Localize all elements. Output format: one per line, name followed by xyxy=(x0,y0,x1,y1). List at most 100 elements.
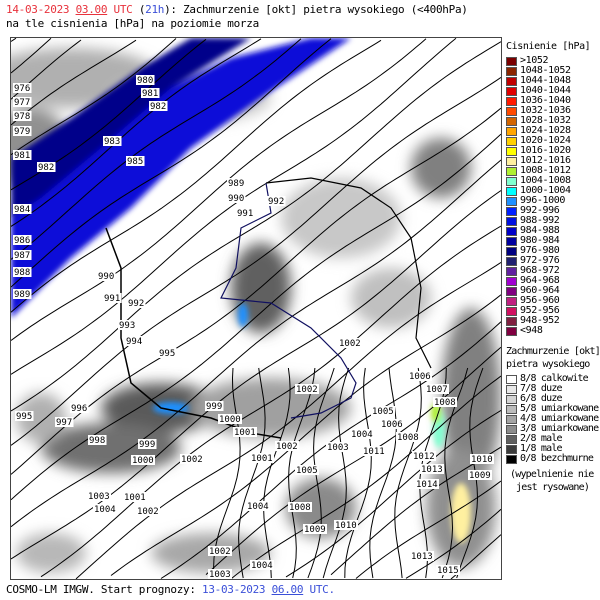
legend-label: 1008-1012 xyxy=(520,165,571,176)
isobar xyxy=(11,41,501,412)
color-swatch xyxy=(506,236,517,246)
isobar-label-bg xyxy=(233,427,257,437)
isobar-label: 995 xyxy=(16,412,32,422)
isobar-label-bg xyxy=(246,501,270,511)
isobar xyxy=(11,107,501,475)
pressure-zone-984-988 xyxy=(11,38,351,318)
cloud-patch xyxy=(351,268,431,328)
legend-label: 7/8 duze xyxy=(520,383,563,394)
isobar xyxy=(238,367,266,579)
legend-label: 968-972 xyxy=(520,265,560,276)
color-swatch xyxy=(506,176,517,186)
color-swatch xyxy=(506,226,517,236)
isobar-label-bg xyxy=(334,520,358,530)
isobar-label-bg xyxy=(13,289,32,299)
pressure-zone-1012-1016 xyxy=(451,483,471,543)
model-name: COSMO-LM IMGW. Start prognozy: xyxy=(6,583,196,596)
isobar-label-bg xyxy=(380,419,404,429)
isobar-label-bg xyxy=(303,524,327,534)
isobar-label: 978 xyxy=(14,112,30,122)
isobar-label: 1004 xyxy=(251,561,273,571)
isobar-label-bg xyxy=(275,441,299,451)
pressure-legend-item: 1032-1036 xyxy=(506,106,590,116)
isobar-label-bg xyxy=(136,506,160,516)
cloud-patch xyxy=(441,308,501,488)
color-swatch xyxy=(506,306,517,316)
isobar-label: 982 xyxy=(150,102,166,112)
cloud-patch xyxy=(16,533,86,573)
isobar-label: 1009 xyxy=(304,525,326,535)
pressure-legend: Cisnienie [hPa] >1052 1048-1052 1044-1048 1… xyxy=(506,41,591,336)
isobar-label-bg xyxy=(350,429,374,439)
color-swatch xyxy=(506,116,517,126)
isobar-label-bg xyxy=(118,320,137,330)
pressure-legend-item: 1024-1028 xyxy=(506,126,590,136)
pressure-legend-item: 952-956 xyxy=(506,306,590,316)
legend-label: 1032-1036 xyxy=(520,105,571,116)
isobar-label: 1003 xyxy=(88,492,110,502)
title-text: ): Zachmurzenie [okt] pietra wysokiego (… xyxy=(164,3,468,16)
isobar xyxy=(263,367,291,579)
isobar xyxy=(11,38,302,260)
color-swatch xyxy=(506,296,517,306)
isobar-label: 985 xyxy=(127,157,143,167)
weather-map: 976 977 978 979 981 982 980 981 982 983 985 984 986 9… xyxy=(10,37,502,580)
isobar-label-bg xyxy=(123,492,147,502)
color-swatch xyxy=(506,106,517,116)
isobar-label: 1006 xyxy=(381,420,403,430)
isobar-label-bg xyxy=(396,432,420,442)
isobar-label-bg xyxy=(205,401,224,411)
isobar-label: 1010 xyxy=(335,521,357,531)
color-swatch xyxy=(506,316,517,326)
map-subtitle: na tle cisnienia [hPa] na poziomie morza xyxy=(6,17,259,30)
isobar-label: 997 xyxy=(56,418,72,428)
isobar xyxy=(285,409,501,578)
isobar-label-bg xyxy=(97,271,116,281)
isobar-label: 989 xyxy=(228,179,244,189)
pressure-legend-item: 1000-1004 xyxy=(506,186,590,196)
isobar-label-bg xyxy=(13,111,32,121)
isobar-label-bg xyxy=(138,439,157,449)
isobar-label: 976 xyxy=(14,84,30,94)
cloud-legend-item: 4/8 umiarkowane xyxy=(506,414,600,424)
isobar xyxy=(11,159,501,528)
isobar-label: 1002 xyxy=(209,547,231,557)
isobar xyxy=(11,39,137,126)
valid-utc: UTC xyxy=(113,3,133,16)
lead-time: 21h xyxy=(145,3,165,16)
isobar-label: 1005 xyxy=(372,407,394,417)
isobar-label: 1009 xyxy=(469,471,491,481)
isobar-label-bg xyxy=(131,455,155,465)
pressure-legend-item: 1004-1008 xyxy=(506,176,590,186)
legend-label: 948-952 xyxy=(520,315,560,326)
isobar-label-bg xyxy=(141,88,160,98)
color-swatch xyxy=(506,96,517,106)
legend-label: 1/8 male xyxy=(520,443,563,454)
cloud-patch xyxy=(411,138,471,198)
country-border xyxy=(220,182,357,419)
isobar-label-bg xyxy=(415,479,439,489)
isobar-label-bg xyxy=(412,451,436,461)
isobar-label: 1003 xyxy=(209,570,231,579)
isobar xyxy=(369,367,397,579)
isobar-label: 995 xyxy=(159,349,175,359)
legend-label: 4/8 umiarkowane xyxy=(520,413,599,424)
country-border xyxy=(265,177,432,369)
isobar-label: 1002 xyxy=(137,507,159,517)
legend-label: 984-988 xyxy=(520,225,560,236)
pressure-fill-layer xyxy=(11,38,471,543)
isobar xyxy=(11,38,52,74)
legend-label: 1044-1048 xyxy=(520,75,571,86)
isobar-label-bg xyxy=(13,235,32,245)
cloud-patch xyxy=(281,178,401,258)
isobar xyxy=(205,346,501,575)
isobar-label-bg xyxy=(15,411,34,421)
pressure-legend-title: Cisnienie [hPa] xyxy=(506,41,591,52)
isobar-label: 1008 xyxy=(289,503,311,513)
cloud-legend-subtitle: pietra wysokiego xyxy=(506,359,590,370)
cloud-legend-item: 1/8 male xyxy=(506,444,600,454)
isobar-label: 998 xyxy=(89,436,105,446)
isobar-label: 1000 xyxy=(219,415,241,425)
legend-label: 1016-1020 xyxy=(520,145,571,156)
pressure-legend-item: 1040-1044 xyxy=(506,86,590,96)
